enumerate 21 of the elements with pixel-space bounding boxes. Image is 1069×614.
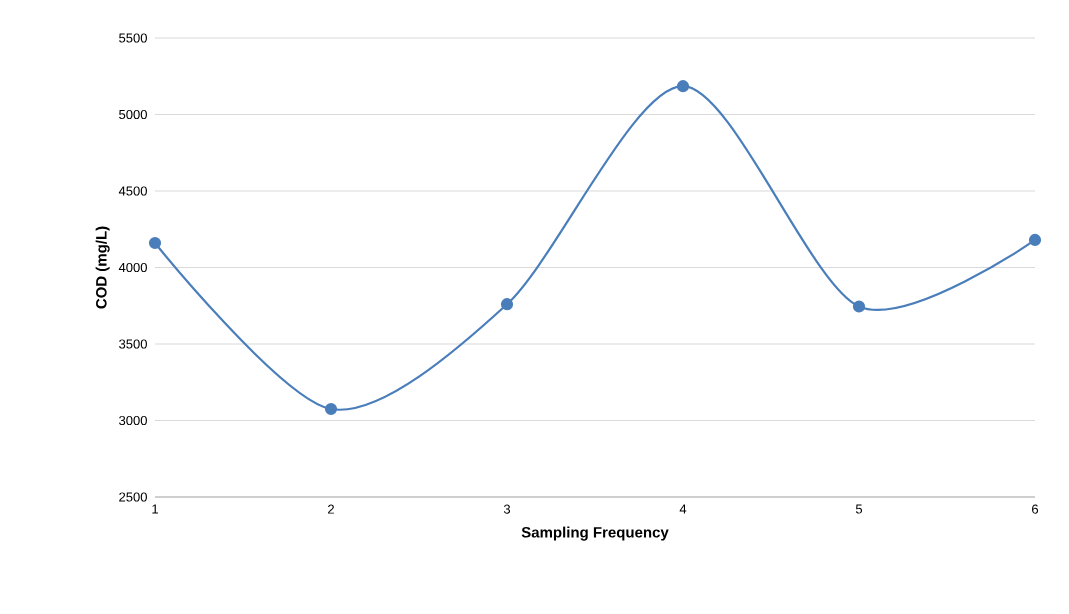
y-tick-label: 3500 [119,339,147,349]
y-tick-label: 4500 [118,186,147,196]
y-axis-title: COD (mg/L) [95,226,110,309]
x-tick-label: 1 [152,504,158,514]
y-tick-label: 2500 [119,492,147,502]
x-tick-label: 5 [855,504,863,514]
point [500,298,514,311]
x-tick-label: 3 [503,504,511,514]
x-tick-label: 2 [328,504,334,514]
x-axis-title: Sampling Frequency [521,526,669,541]
y-tick-label: 4000 [118,262,147,273]
point [676,80,690,93]
y-tick-label: 5500 [119,33,147,43]
x-tick-label: 6 [1032,504,1039,514]
point [1028,233,1042,247]
y-tick-label: 5000 [119,109,147,120]
y-tick-label: 3000 [119,415,147,426]
x-tick-label: 4 [679,504,687,514]
point [852,300,866,313]
point [324,402,338,416]
point [148,236,162,250]
